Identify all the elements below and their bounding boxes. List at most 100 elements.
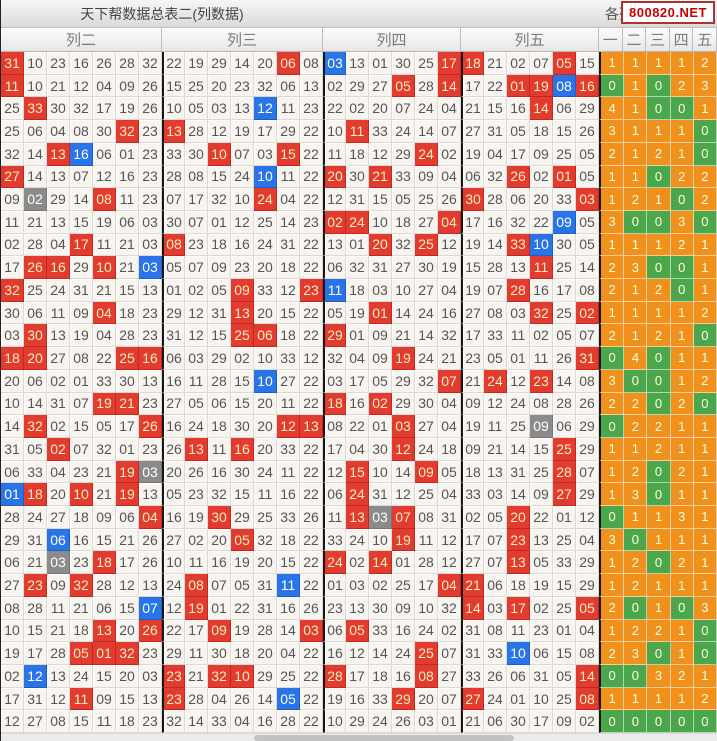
- number-cell: 11: [530, 347, 553, 370]
- summary-cell: 2: [647, 324, 671, 348]
- number-cell: 31: [346, 188, 369, 211]
- number-cell: 24: [415, 142, 438, 166]
- number-cell: 22: [300, 392, 323, 416]
- number-cell: 05: [576, 233, 599, 257]
- number-cell: 27: [277, 369, 300, 393]
- number-cell: 13: [346, 506, 369, 529]
- number-cell: 03: [369, 279, 392, 302]
- summary-header-cell: 一: [599, 28, 623, 51]
- summary-cell: 1: [624, 120, 648, 143]
- number-cell: 18: [93, 551, 116, 575]
- number-cell: 21: [93, 483, 116, 507]
- number-cell: 16: [507, 97, 530, 121]
- number-cell: 29: [392, 142, 415, 166]
- summary-cell: 0: [624, 710, 648, 734]
- number-cell: 10: [1, 619, 24, 643]
- table-row: 25 33 30 32 17 19 26 10 05 03 13 12 11 23 22 02 20 07 24 04…: [1, 97, 717, 121]
- number-cell: 03: [323, 52, 346, 75]
- number-cell: 18: [231, 642, 254, 665]
- number-cell: 27: [461, 551, 484, 575]
- number-cell: 05: [162, 483, 185, 507]
- number-cell: 05: [484, 347, 507, 370]
- number-cell: 08: [530, 392, 553, 416]
- number-cell: 23: [139, 165, 162, 189]
- number-cell: 31: [208, 301, 231, 325]
- number-cell: 22: [530, 506, 553, 529]
- number-cell: 09: [415, 460, 438, 484]
- number-cell: 11: [346, 120, 369, 143]
- number-cell: 02: [576, 301, 599, 325]
- number-cell: 15: [70, 710, 93, 734]
- summary-cell: 1: [599, 233, 625, 257]
- page-title: 天下帮数据总表二(列数据): [80, 6, 244, 22]
- watermark-badge[interactable]: 800820.NET: [621, 1, 715, 24]
- number-cell: 21: [93, 279, 116, 302]
- number-cell: 18: [277, 528, 300, 552]
- number-cell: 01: [70, 369, 93, 393]
- number-cell: 29: [208, 52, 231, 75]
- number-cell: 28: [507, 279, 530, 302]
- number-cell: 22: [300, 233, 323, 257]
- number-cell: 05: [576, 596, 599, 620]
- number-cell: 21: [47, 619, 70, 643]
- header-row: 列二 列三 列四 列五一二三四五: [1, 28, 717, 52]
- number-cell: 24: [369, 710, 392, 734]
- summary-cell: 1: [647, 506, 671, 529]
- number-cell: 18: [323, 392, 346, 416]
- number-cell: 02: [346, 551, 369, 575]
- number-cell: 08: [576, 687, 599, 711]
- summary-cell: 4: [599, 97, 625, 121]
- summary-cell: 1: [647, 301, 671, 325]
- number-cell: 12: [323, 188, 346, 211]
- number-cell: 15: [70, 210, 93, 234]
- horizontal-scrollbar[interactable]: [1, 733, 717, 741]
- number-cell: 10: [24, 74, 47, 98]
- number-cell: 02: [185, 279, 208, 302]
- number-cell: 13: [346, 52, 369, 75]
- number-cell: 15: [530, 437, 553, 461]
- number-cell: 05: [24, 437, 47, 461]
- number-cell: 14: [24, 392, 47, 416]
- number-cell: 16: [162, 369, 185, 393]
- summary-cell: 1: [693, 528, 717, 552]
- number-cell: 13: [507, 551, 530, 575]
- number-cell: 25: [553, 301, 576, 325]
- number-cell: 03: [369, 506, 392, 529]
- number-cell: 27: [461, 120, 484, 143]
- number-cell: 20: [254, 415, 277, 438]
- number-cell: 31: [70, 279, 93, 302]
- number-cell: 15: [116, 687, 139, 711]
- number-cell: 21: [461, 574, 484, 597]
- summary-cell: 1: [670, 120, 694, 143]
- number-cell: 12: [484, 392, 507, 416]
- summary-cell: 1: [670, 528, 694, 552]
- number-cell: 21: [24, 210, 47, 234]
- number-cell: 16: [208, 460, 231, 484]
- summary-cell: 1: [670, 301, 694, 325]
- number-cell: 18: [346, 279, 369, 302]
- number-cell: 01: [369, 301, 392, 325]
- number-cell: 13: [530, 528, 553, 552]
- summary-cell: 0: [624, 664, 648, 688]
- number-cell: 32: [254, 528, 277, 552]
- number-cell: 04: [47, 460, 70, 484]
- summary-cell: 2: [670, 74, 694, 98]
- number-cell: 32: [116, 120, 139, 143]
- number-cell: 11: [185, 369, 208, 393]
- number-cell: 05: [277, 687, 300, 711]
- number-cell: 16: [231, 437, 254, 461]
- number-cell: 05: [93, 415, 116, 438]
- number-cell: 13: [346, 596, 369, 620]
- number-cell: 18: [392, 210, 415, 234]
- number-cell: 25: [277, 664, 300, 688]
- number-cell: 11: [93, 233, 116, 257]
- number-cell: 14: [415, 120, 438, 143]
- number-cell: 32: [162, 710, 185, 734]
- number-cell: 06: [277, 52, 300, 75]
- scrollbar-thumb[interactable]: [254, 735, 514, 741]
- number-cell: 19: [231, 120, 254, 143]
- number-cell: 27: [1, 574, 24, 597]
- number-cell: 07: [576, 324, 599, 348]
- number-cell: 14: [438, 74, 461, 98]
- number-cell: 15: [162, 74, 185, 98]
